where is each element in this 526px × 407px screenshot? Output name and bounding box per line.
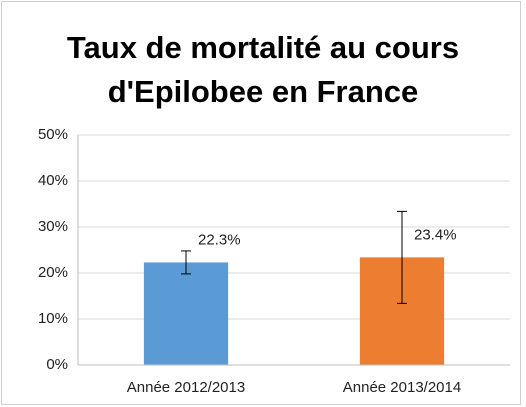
- error-bar: [397, 210, 407, 304]
- chart-title: Taux de mortalité au cours d'Epilobee en…: [66, 30, 460, 109]
- value-label: 23.4%: [414, 226, 457, 243]
- y-tick-label: 50%: [38, 126, 68, 143]
- y-tick-label: 10%: [38, 310, 68, 327]
- y-tick-label: 0%: [46, 356, 68, 373]
- y-tick-label: 20%: [38, 264, 68, 281]
- y-tick-label: 30%: [38, 218, 68, 235]
- error-bar: [181, 250, 191, 275]
- x-tick-label: Année 2013/2014: [343, 379, 461, 396]
- x-tick-label: Année 2012/2013: [127, 379, 245, 396]
- value-label: 22.3%: [198, 231, 241, 248]
- bar: [143, 262, 229, 365]
- y-tick-label: 40%: [38, 172, 68, 189]
